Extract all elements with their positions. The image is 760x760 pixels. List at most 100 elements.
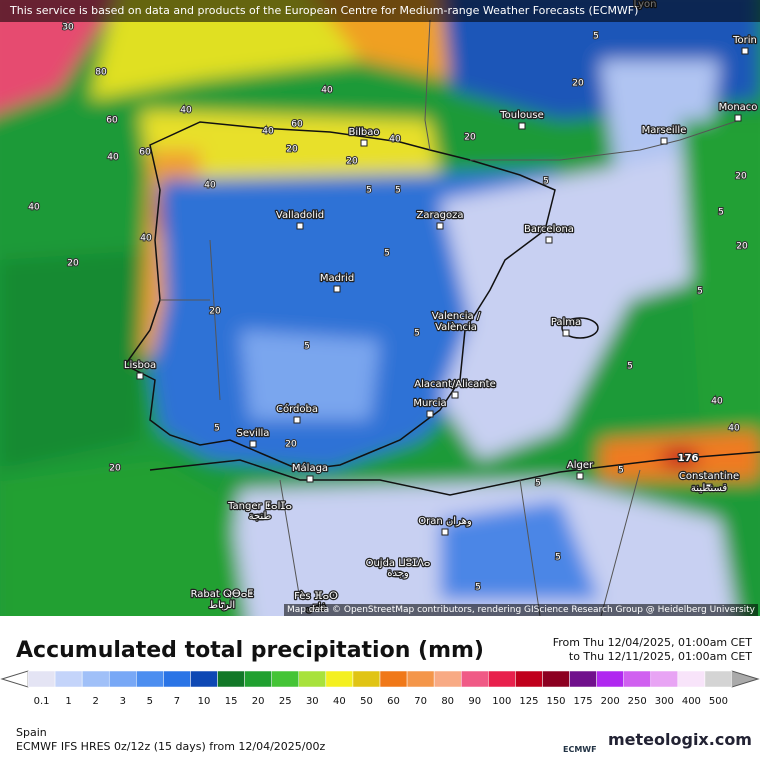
contour-label: 40 <box>140 234 152 244</box>
period-from: From Thu 12/04/2025, 01:00am CET <box>552 636 752 649</box>
title: Accumulated total precipitation (mm) <box>16 638 484 663</box>
city-marker <box>576 472 584 480</box>
city-label: Alger <box>567 460 594 471</box>
legend-tick: 7 <box>174 696 180 707</box>
city-label: Málaga <box>292 462 328 474</box>
legend-swatch <box>460 670 489 688</box>
contour-label: 5 <box>304 342 310 352</box>
contour-label: 5 <box>618 466 624 476</box>
legend-swatch <box>136 670 164 688</box>
city-label: València <box>435 321 477 333</box>
city-marker <box>360 139 368 147</box>
city-marker <box>705 483 713 491</box>
city-label: Sevilla <box>237 428 270 439</box>
legend-tick: 5 <box>147 696 153 707</box>
contour-label: 40 <box>28 203 40 213</box>
contour-label: 20 <box>464 133 476 143</box>
legend: 0.1 1 2 3 5 7 10 15 20 25 30 40 50 60 70 80 90 100 125 150 1… <box>0 670 760 707</box>
contour-label: 60 <box>139 148 151 158</box>
city-marker <box>293 416 301 424</box>
contour-label: 30 <box>62 23 74 33</box>
city-label: Córdoba <box>276 403 318 415</box>
legend-swatch <box>379 670 408 688</box>
city-label: وجدة <box>387 568 409 579</box>
legend-swatch <box>488 670 516 688</box>
legend-tick: 100 <box>492 696 511 707</box>
contour-label: 20 <box>209 307 221 317</box>
contour-label: 20 <box>67 259 79 269</box>
legend-tick: 50 <box>360 696 373 707</box>
legend-swatch <box>596 670 624 688</box>
legend-tick: 25 <box>279 696 292 707</box>
city-label: Valladolid <box>276 210 324 221</box>
legend-swatch <box>515 670 543 688</box>
contour-label: 20 <box>736 242 748 252</box>
precip-field <box>0 0 760 616</box>
city-marker <box>441 528 449 536</box>
contour-label: 20 <box>346 157 358 167</box>
contour-label: 5 <box>214 424 220 434</box>
city-label: Palma <box>551 317 581 328</box>
contour-label: 5 <box>395 186 401 196</box>
legend-swatch <box>244 670 272 688</box>
legend-tick: 80 <box>441 696 454 707</box>
city-marker <box>296 222 304 230</box>
city-label: Madrid <box>320 273 354 284</box>
contour-label: 5 <box>543 177 549 187</box>
contour-label: 40 <box>180 106 192 116</box>
contour-label: 5 <box>697 287 703 297</box>
contour-label: 40 <box>204 181 216 191</box>
city-marker <box>452 323 460 331</box>
city-marker <box>436 222 444 230</box>
legend-tick: 200 <box>601 696 620 707</box>
legend-swatch <box>54 670 83 688</box>
attribution: Map data © OpenStreetMap contributors, r… <box>284 604 758 616</box>
period-to: to Thu 12/11/2025, 01:00am CET <box>568 650 752 663</box>
city-marker <box>218 601 226 609</box>
city-label: Toulouse <box>499 110 543 121</box>
legend-tick: 10 <box>198 696 211 707</box>
city-marker <box>333 285 341 293</box>
city-label: Barcelona <box>524 224 574 235</box>
legend-tick: 300 <box>655 696 674 707</box>
legend-tick: 150 <box>546 696 565 707</box>
legend-tick: 125 <box>519 696 538 707</box>
legend-tick: 20 <box>252 696 265 707</box>
city-label: Lisboa <box>124 360 156 371</box>
service-notice: This service is based on data and produc… <box>0 0 760 22</box>
contour-label: 20 <box>735 172 747 182</box>
city-marker <box>256 513 264 521</box>
ecmwf-logo: ECMWF <box>563 745 597 754</box>
city-marker <box>136 372 144 380</box>
legend-swatch <box>163 670 191 688</box>
contour-label: 40 <box>262 127 274 137</box>
legend-tick: 90 <box>468 696 481 707</box>
city-label: Monaco <box>719 102 758 113</box>
city-label: Oran وهران <box>418 516 472 527</box>
legend-swatch <box>433 670 462 688</box>
legend-tick: 400 <box>682 696 701 707</box>
legend-tick: 60 <box>387 696 400 707</box>
contour-label: 20 <box>285 440 297 450</box>
legend-swatch <box>569 670 597 688</box>
city-label: Bilbao <box>348 127 379 138</box>
legend-swatch <box>677 670 706 688</box>
legend-swatch <box>190 670 218 688</box>
contour-label: 60 <box>291 120 303 130</box>
contour-label: 5 <box>718 208 724 218</box>
contour-label: 80 <box>95 68 107 78</box>
contour-label: 40 <box>107 153 119 163</box>
city-marker <box>451 391 459 399</box>
city-label: Constantine <box>679 471 739 482</box>
legend-tick: 175 <box>574 696 593 707</box>
city-marker <box>741 47 749 55</box>
model-info: ECMWF IFS HRES 0z/12z (15 days) from 12/… <box>16 740 326 753</box>
city-label: الرباط <box>209 600 235 611</box>
city-label: Zaragoza <box>416 210 463 221</box>
city-marker <box>394 570 402 578</box>
map: LyonTorinMonacoToulouseMarseilleBilbaoVa… <box>0 0 760 616</box>
contour-label: 5 <box>366 186 372 196</box>
legend-swatch <box>81 670 110 688</box>
city-marker <box>518 122 526 130</box>
